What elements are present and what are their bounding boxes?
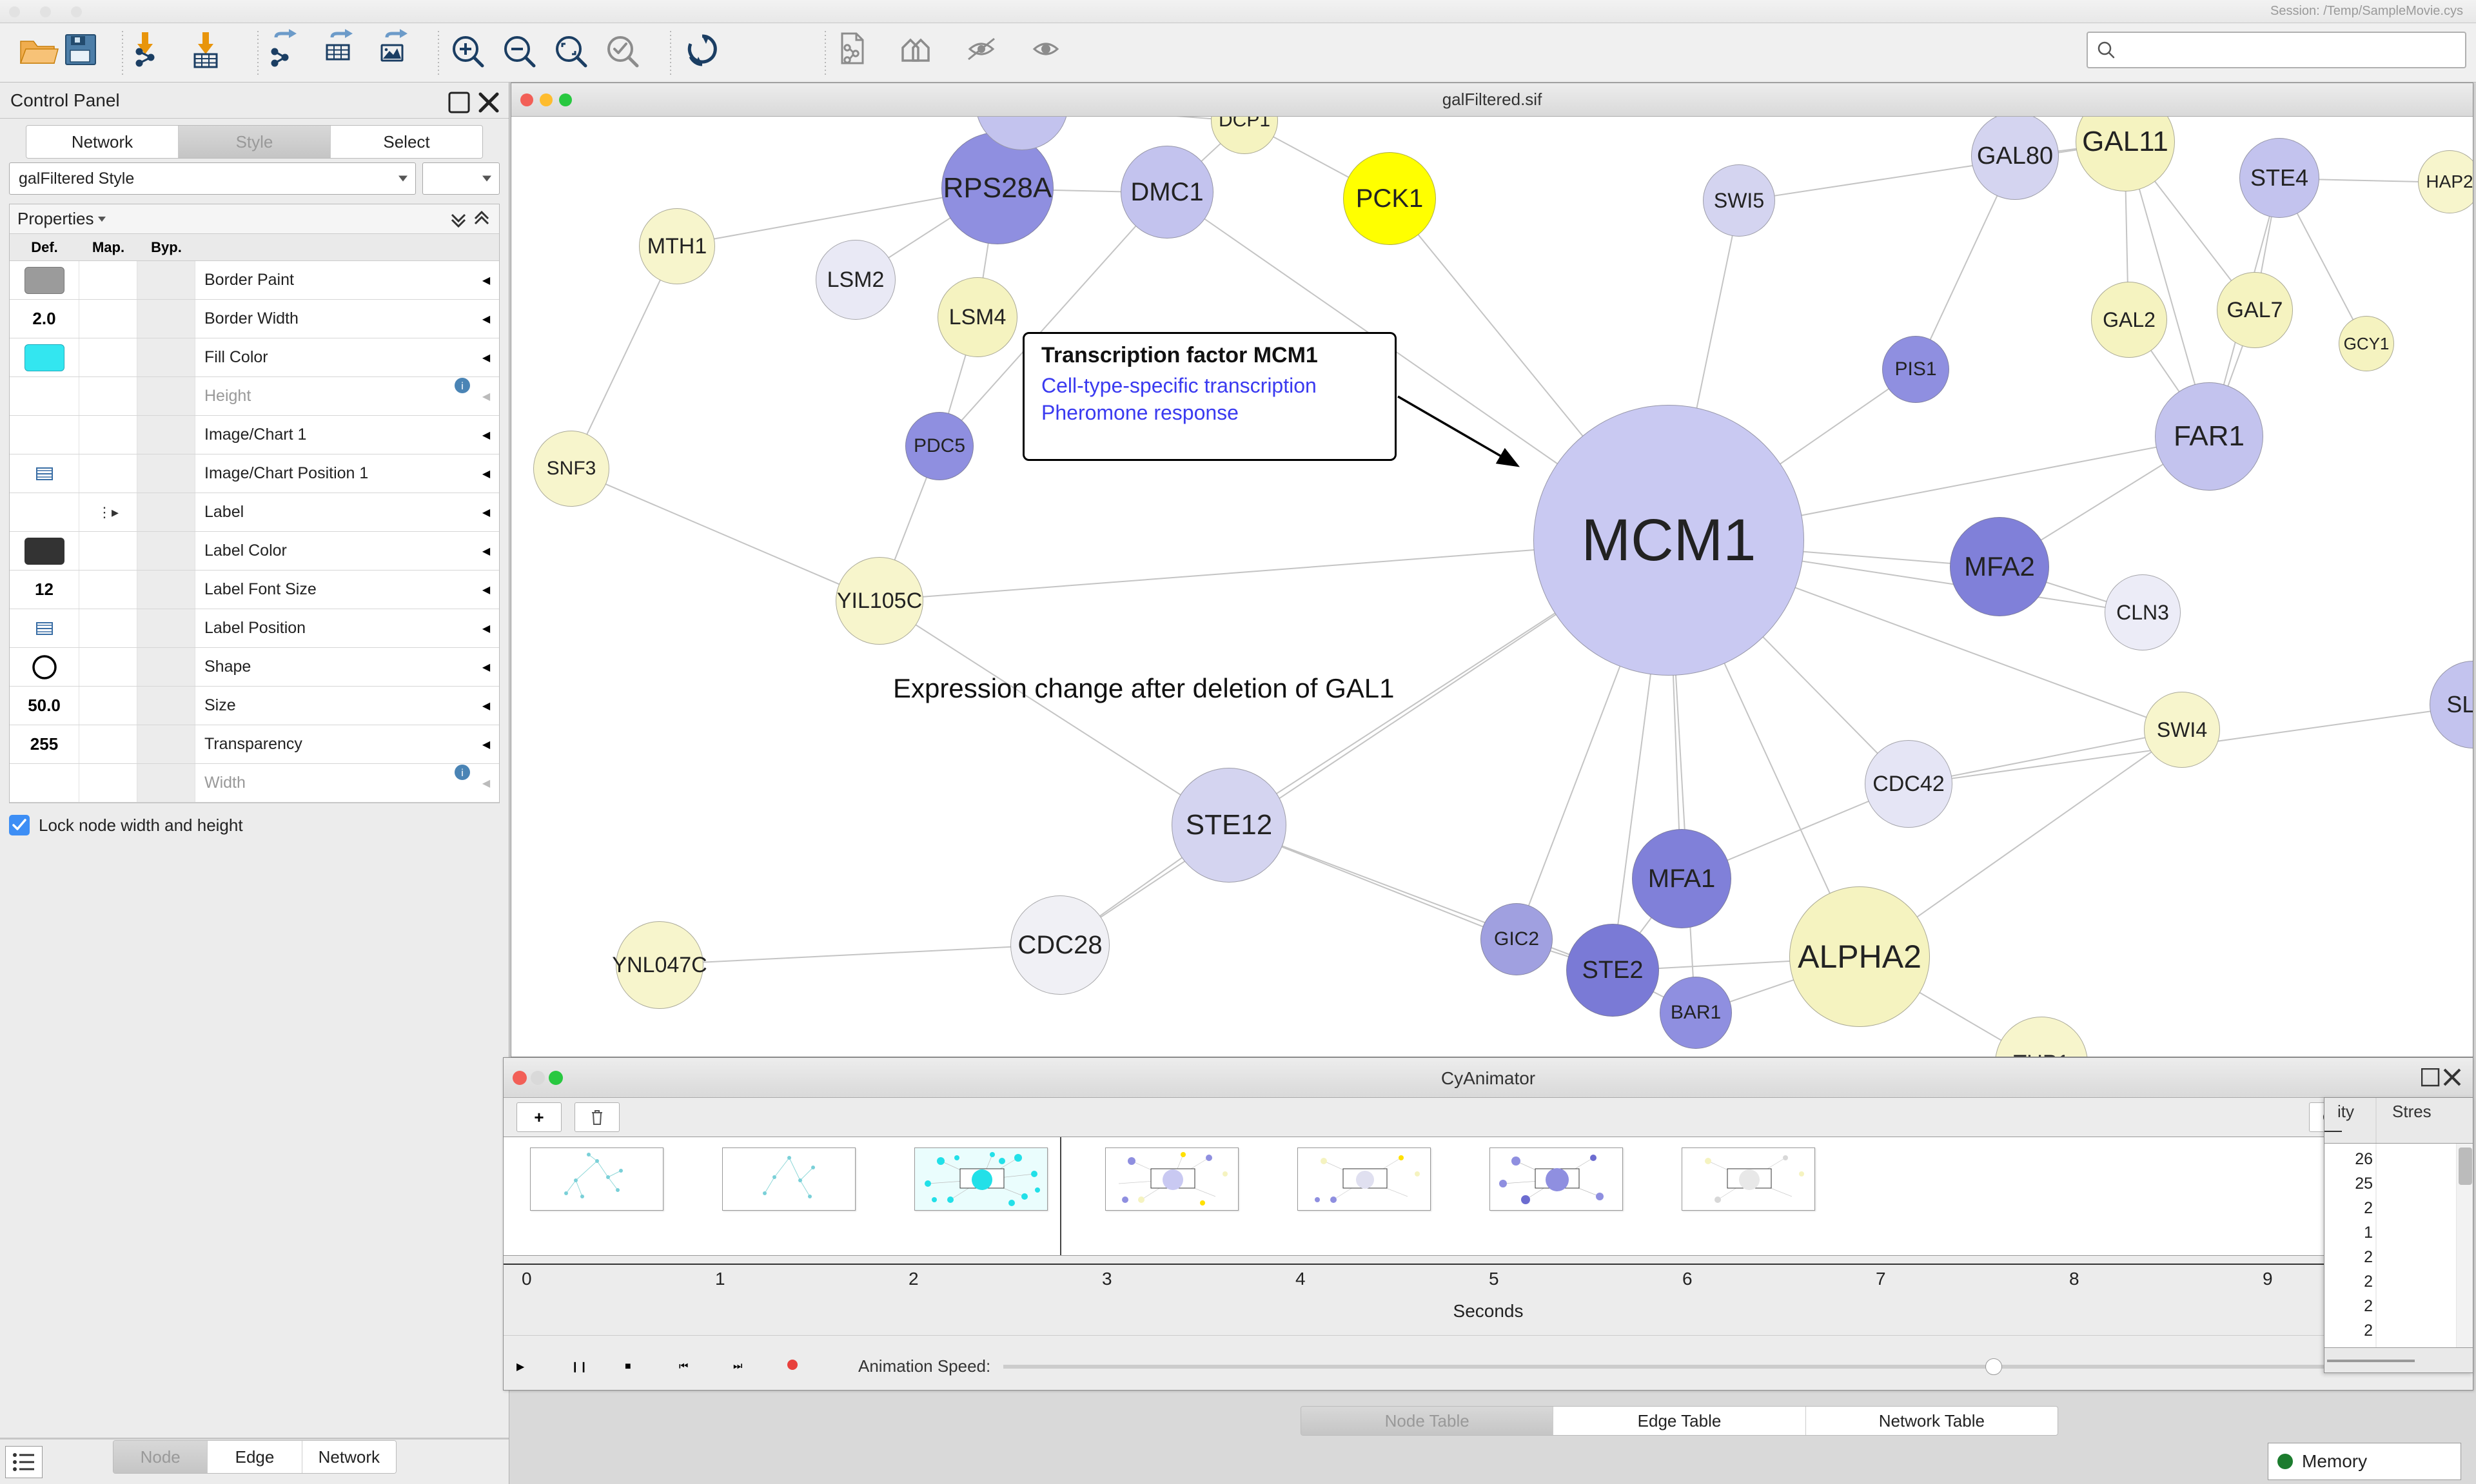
svg-text:i: i	[461, 381, 464, 392]
svg-text:2: 2	[2364, 1273, 2373, 1291]
svg-text:i: i	[461, 768, 464, 779]
svg-text:26: 26	[2355, 1150, 2373, 1168]
svg-text:2: 2	[2364, 1199, 2373, 1217]
svg-text:2: 2	[2364, 1248, 2373, 1266]
svg-text:25: 25	[2355, 1175, 2373, 1193]
svg-text:2: 2	[2364, 1297, 2373, 1315]
svg-text:1: 1	[2364, 1224, 2373, 1242]
svg-text:ity: ity	[2337, 1102, 2354, 1121]
svg-text:2: 2	[2364, 1322, 2373, 1340]
svg-text:Stres: Stres	[2392, 1102, 2432, 1121]
